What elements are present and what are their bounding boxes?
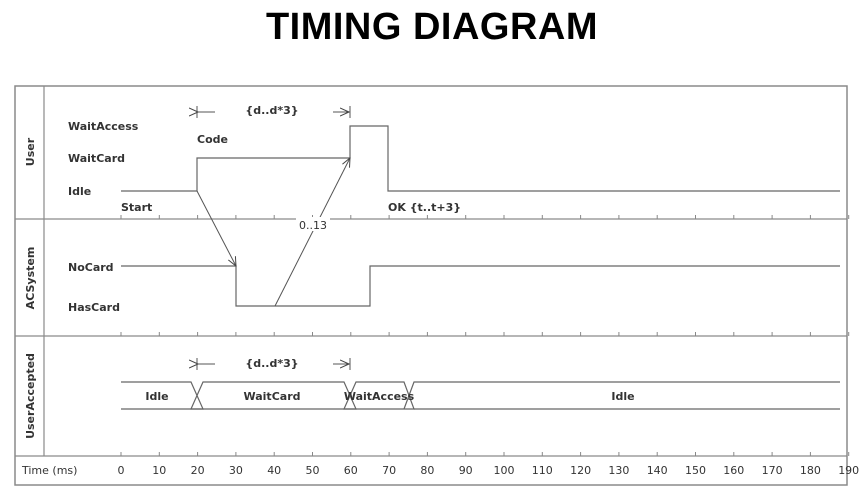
user-state-line <box>121 125 840 192</box>
value-lifeline-bus <box>121 381 840 410</box>
time-tick-label: 90 <box>459 464 473 477</box>
time-tick-label: 110 <box>532 464 553 477</box>
time-tick-label: 120 <box>570 464 591 477</box>
state-label-hascard: HasCard <box>68 301 120 314</box>
diagram-frame <box>14 85 848 486</box>
value-label-waitaccess: WaitAccess <box>344 390 415 403</box>
time-tick-label: 40 <box>267 464 281 477</box>
time-tick-label: 80 <box>420 464 434 477</box>
time-tick-label: 190 <box>838 464 859 477</box>
lane-name-acsystem: ACSystem <box>24 247 37 310</box>
time-tick-label: 160 <box>723 464 744 477</box>
time-tick-label: 0 <box>118 464 125 477</box>
message-arrow-access <box>274 158 350 307</box>
value-label-idle-end: Idle <box>611 390 634 403</box>
message-label-bg <box>296 217 330 231</box>
event-label-start: Start <box>121 201 152 214</box>
time-tick-label: 50 <box>306 464 320 477</box>
state-label-nocard: NoCard <box>68 261 114 274</box>
lane-name-user: User <box>24 137 37 166</box>
time-tick-label: 100 <box>494 464 515 477</box>
time-tick-label: 70 <box>382 464 396 477</box>
acsystem-state-line <box>121 265 840 307</box>
time-tick-label: 10 <box>152 464 166 477</box>
duration-label-user: {d..d*3} <box>245 104 298 117</box>
time-tick-label: 60 <box>344 464 358 477</box>
event-label-code: Code <box>197 133 228 146</box>
value-label-waitcard: WaitCard <box>244 390 301 403</box>
time-tick-label: 170 <box>762 464 783 477</box>
state-label-idle: Idle <box>68 185 91 198</box>
lane-name-useraccepted: UserAccepted <box>24 353 37 439</box>
time-tick-label: 150 <box>685 464 706 477</box>
time-tick-label: 20 <box>191 464 205 477</box>
time-tick-label: 180 <box>800 464 821 477</box>
time-tick-label: 30 <box>229 464 243 477</box>
time-tick-label: 140 <box>647 464 668 477</box>
time-axis-ticks: 0 10 20 30 40 50 60 70 80 90 100 110 120 130 140 150 160… <box>118 464 860 477</box>
duration-label-useraccepted: {d..d*3} <box>245 357 298 370</box>
value-label-idle: Idle <box>145 390 168 403</box>
state-label-waitaccess: WaitAccess <box>68 120 139 133</box>
state-label-waitcard: WaitCard <box>68 152 125 165</box>
event-label-ok: OK {t..t+3} <box>388 201 461 214</box>
message-label: 0..13 <box>299 219 327 232</box>
diagram-title: TIMING DIAGRAM <box>265 6 599 48</box>
time-tick-label: 130 <box>608 464 629 477</box>
message-arrow-card-inserted <box>196 190 236 266</box>
time-axis-label: Time (ms) <box>21 464 77 477</box>
